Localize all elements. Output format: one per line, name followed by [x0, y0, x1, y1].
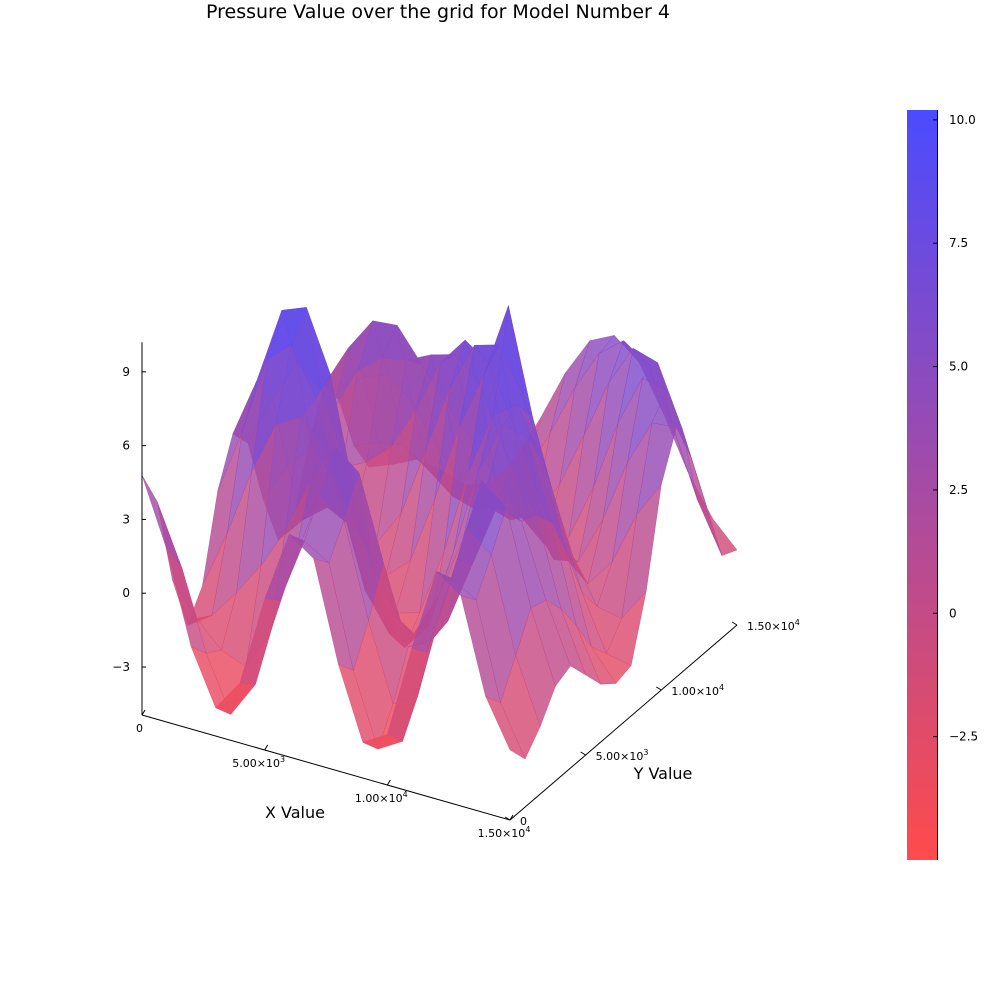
- x-tick-label: 0: [136, 722, 143, 735]
- surface-mesh: [141, 305, 738, 760]
- y-axis-line: [509, 624, 738, 821]
- z-tick-label: −3: [112, 660, 130, 674]
- y-tick-label: 1.00×104: [671, 683, 724, 698]
- colorbar-tick-label: −2.5: [949, 730, 978, 744]
- chart-title: Pressure Value over the grid for Model N…: [206, 1, 670, 23]
- colorbar-gradient: [907, 110, 937, 860]
- surface-facet: [141, 474, 182, 568]
- x-tick-mark: [264, 744, 269, 751]
- z-tick-label: 6: [122, 439, 130, 453]
- y-tick-mark: [580, 751, 586, 756]
- x-tick-label: 5.00×103: [232, 755, 285, 770]
- z-tick-label: 9: [122, 365, 130, 379]
- y-tick-mark: [656, 686, 662, 691]
- x-tick-label: 1.00×104: [355, 790, 408, 805]
- y-tick-label: 0: [520, 815, 527, 828]
- x-tick-mark: [386, 779, 391, 786]
- y-tick-label: 1.50×104: [747, 618, 800, 633]
- colorbar-tick-label: 2.5: [949, 483, 968, 497]
- x-tick-mark: [141, 709, 146, 716]
- axes: 05.00×1031.00×1041.50×10405.00×1031.00×1…: [112, 342, 800, 840]
- z-tick-label: 3: [122, 512, 130, 526]
- colorbar-tick-label: 7.5: [949, 236, 968, 250]
- y-tick-mark: [504, 816, 511, 821]
- y-tick-label: 5.00×103: [596, 748, 649, 763]
- surface-facet: [485, 695, 526, 760]
- colorbar-tick-label: 0: [949, 606, 957, 620]
- z-tick-label: 0: [122, 586, 130, 600]
- x-axis-line: [141, 714, 511, 821]
- x-tick-label: 1.50×104: [478, 825, 531, 840]
- x-axis-label: X Value: [265, 803, 325, 822]
- colorbar-tick-label: 10.0: [949, 113, 976, 127]
- colorbar: −2.5 0 2.5 5.0 7.5 10.0: [907, 110, 978, 860]
- x-tick-mark: [509, 814, 514, 821]
- y-tick-mark: [731, 621, 738, 626]
- y-axis-label: Y Value: [633, 764, 693, 783]
- colorbar-tick-label: 5.0: [949, 360, 968, 374]
